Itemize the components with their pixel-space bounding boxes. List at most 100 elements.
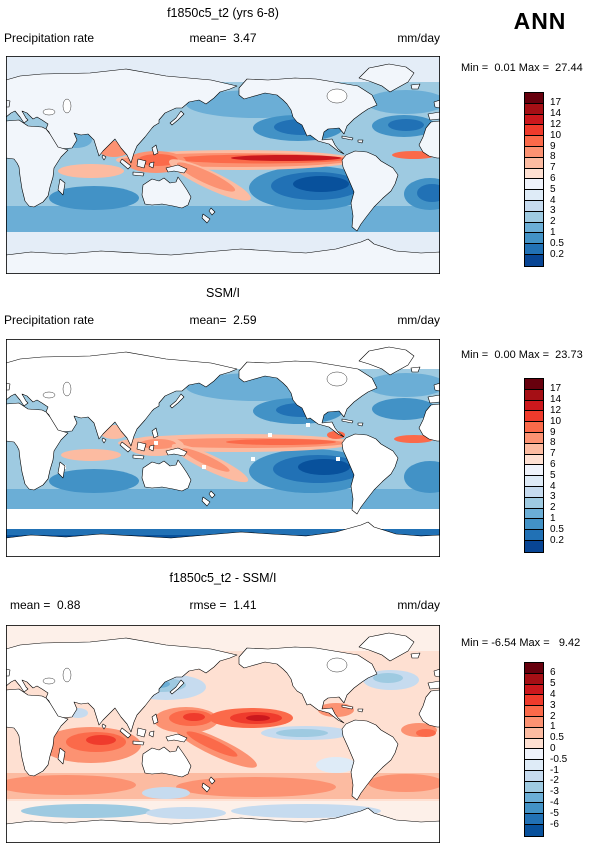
colorbar-tick-label: 4	[550, 688, 556, 700]
colorbar-box	[525, 706, 543, 717]
colorbar-tick-label: 5	[550, 183, 556, 195]
colorbar-box	[525, 190, 543, 201]
diff-field	[6, 625, 440, 843]
world-map-svg	[6, 625, 440, 843]
minmax-label: Min = -6.54 Max = 9.42	[461, 637, 581, 649]
units-label: mm/day	[397, 598, 440, 612]
colorbar-box	[525, 508, 543, 520]
colorbar-box	[525, 749, 543, 761]
colorbar-box	[525, 663, 543, 674]
panel-title: SSM/I	[205, 286, 241, 300]
colorbar-box	[525, 103, 543, 115]
colorbar-tick-label: 14	[550, 394, 562, 406]
world-map-svg	[6, 56, 440, 274]
colorbar-box	[525, 254, 543, 266]
colorbar: 17 14 12 10 9 8 7 6 5 4 3 2 1 0.5 0.2	[524, 92, 596, 272]
colorbar-box	[525, 411, 543, 423]
map-border	[6, 56, 440, 274]
colorbar-box	[525, 814, 543, 825]
colorbar-box	[525, 792, 543, 804]
colorbar-box	[525, 497, 543, 509]
diff-precip-map	[6, 625, 440, 843]
colorbar-box	[525, 519, 543, 531]
colorbar-tick-label: 17	[550, 97, 562, 109]
colorbar-tick-label: 1	[550, 226, 556, 238]
variable-label: Precipitation rate	[4, 313, 95, 327]
colorbar-box	[525, 222, 543, 234]
colorbar-tick-label: -6	[550, 818, 559, 830]
colorbar: 6 5 4 3 2 1 0.5 0 -0.5 -1 -2 -3 -4 -5 -6	[524, 662, 596, 842]
colorbar-box	[525, 673, 543, 685]
colorbar-tick-label: 9	[550, 140, 556, 152]
colorbar-box	[525, 465, 543, 477]
colorbar-box	[525, 179, 543, 191]
colorbar: 17 14 12 10 9 8 7 6 5 4 3 2 1 0.5 0.2	[524, 378, 596, 558]
mean-label: mean= 3.47	[189, 31, 257, 45]
colorbar-box	[525, 244, 543, 255]
colorbar-box	[525, 684, 543, 696]
colorbar-box	[525, 824, 543, 836]
map-border	[6, 339, 440, 557]
colorbar-tick-label: 8	[550, 437, 556, 449]
colorbar-tick-label: 17	[550, 383, 562, 395]
colorbar-swatches	[524, 92, 544, 267]
colorbar-tick-label: 5	[550, 469, 556, 481]
world-map-svg	[6, 339, 440, 557]
colorbar-tick-label: -2	[550, 775, 559, 787]
colorbar-tick-label: 0.2	[550, 534, 564, 546]
colorbar-tick-label: 4	[550, 194, 556, 206]
colorbar-box	[525, 530, 543, 541]
colorbar-box	[525, 540, 543, 552]
colorbar-box	[525, 422, 543, 433]
colorbar-box	[525, 136, 543, 147]
colorbar-box	[525, 211, 543, 223]
units-label: mm/day	[397, 31, 440, 45]
colorbar-box	[525, 168, 543, 180]
colorbar-tick-label: -0.5	[550, 753, 568, 765]
colorbar-tick-label: 1	[550, 512, 556, 524]
units-label: mm/day	[397, 313, 440, 327]
mean-label: mean= 2.59	[189, 313, 257, 327]
colorbar-box	[525, 476, 543, 487]
colorbar-tick-label: -4	[550, 796, 559, 808]
colorbar-box	[525, 486, 543, 498]
colorbar-tick-label: 0.2	[550, 248, 564, 260]
colorbar-tick-label: 7	[550, 162, 556, 174]
colorbar-tick-label: 0.5	[550, 732, 564, 744]
colorbar-box	[525, 803, 543, 815]
colorbar-tick-label: 10	[550, 415, 562, 427]
colorbar-tick-label: 6	[550, 458, 556, 470]
colorbar-tick-label: 1	[550, 721, 556, 733]
colorbar-box	[525, 695, 543, 707]
colorbar-box	[525, 760, 543, 771]
colorbar-tick-label: 2	[550, 710, 556, 722]
colorbar-tick-label: 8	[550, 151, 556, 163]
colorbar-tick-label: 5	[550, 678, 556, 690]
colorbar-box	[525, 114, 543, 126]
colorbar-tick-label: 7	[550, 448, 556, 460]
colorbar-tick-label: 3	[550, 699, 556, 711]
colorbar-box	[525, 146, 543, 158]
colorbar-tick-label: -1	[550, 764, 559, 776]
obs-precip-map	[6, 339, 440, 557]
colorbar-tick-label: 0	[550, 742, 556, 754]
colorbar-tick-label: 2	[550, 216, 556, 228]
colorbar-tick-label: 9	[550, 426, 556, 438]
colorbar-box	[525, 389, 543, 401]
colorbar-tick-label: 2	[550, 502, 556, 514]
mean-label: mean = 0.88	[10, 598, 81, 612]
colorbar-box	[525, 738, 543, 750]
colorbar-box	[525, 400, 543, 412]
colorbar-tick-label: 10	[550, 129, 562, 141]
colorbar-box	[525, 727, 543, 739]
season-label: ANN	[513, 8, 567, 34]
colorbar-swatches	[524, 378, 544, 553]
colorbar-box	[525, 379, 543, 390]
colorbar-box	[525, 770, 543, 782]
variable-label: Precipitation rate	[4, 31, 95, 45]
panel-title: f1850c5_t2 (yrs 6-8)	[167, 6, 279, 20]
model-precip-map	[6, 56, 440, 274]
colorbar-tick-label: 0.5	[550, 237, 564, 249]
colorbar-tick-label: 3	[550, 491, 556, 503]
